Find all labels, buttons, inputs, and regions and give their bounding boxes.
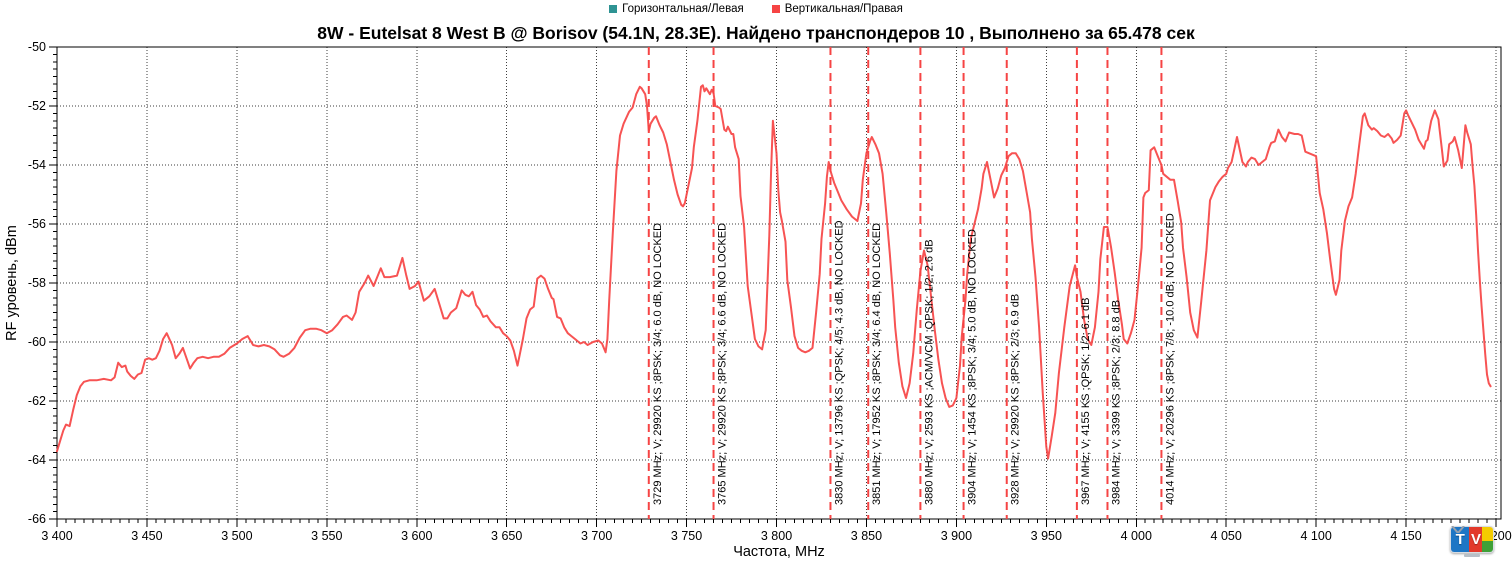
transponder-marker-label: 3984 MHz; V; 3399 KS ;8PSK; 2/3; 8.8 dB <box>1110 300 1122 505</box>
tv-logo-red-block: V <box>1469 527 1483 552</box>
transponder-marker-label: 3928 MHz; V; 29920 KS ;8PSK; 2/3; 6.9 dB <box>1010 294 1022 505</box>
transponder-marker-label: 3830 MHz; V; 13796 KS ;QPSK; 4/5; 4.3 dB… <box>833 220 845 505</box>
x-tick-label: 3 550 <box>311 529 342 543</box>
y-tick-label: -66 <box>28 512 46 526</box>
transponder-marker-label: 3967 MHz; V; 4155 KS ;QPSK; 1/2; 6.1 dB <box>1080 298 1092 506</box>
y-tick-label: -58 <box>28 276 46 290</box>
x-tick-label: 3 700 <box>581 529 612 543</box>
spectrum-trace <box>56 84 1492 460</box>
tv-antenna-icon <box>1451 526 1465 533</box>
y-tick-label: -50 <box>28 40 46 54</box>
transponder-marker-label: 3765 MHz; V; 29920 KS ;8PSK; 3/4; 6.6 dB… <box>717 223 729 505</box>
tv-logo-blue-block: T <box>1451 527 1470 552</box>
x-tick-label: 3 950 <box>1031 529 1062 543</box>
tv-logo-body: T V <box>1450 526 1494 553</box>
y-tick-label: -60 <box>28 335 46 349</box>
legend-label-vertical: Вертикальная/Правая <box>784 3 903 15</box>
x-tick-label: 3 400 <box>41 529 72 543</box>
y-tick-label: -56 <box>28 217 46 231</box>
x-tick-label: 4 150 <box>1390 529 1421 543</box>
chart-title: 8W - Eutelsat 8 West B @ Borisov (54.1N,… <box>317 23 1195 43</box>
x-tick-label: 3 800 <box>761 529 792 543</box>
transponder-marker-label: 3851 MHz; V; 17952 KS ;8PSK; 3/4; 6.4 dB… <box>871 223 883 505</box>
transponder-marker-label: 4014 MHz; V; 20296 KS ;8PSK; 7/8; -10.0 … <box>1164 213 1176 505</box>
x-axis-title: Частота, MHz <box>733 544 825 560</box>
x-tick-label: 3 650 <box>491 529 522 543</box>
transponder-marker-label: 3904 MHz; V; 1454 KS ;8PSK; 3/4; 5.0 dB,… <box>967 229 979 505</box>
x-tick-label: 4 000 <box>1121 529 1152 543</box>
x-tick-label: 3 850 <box>851 529 882 543</box>
tv-logo-letter-v: V <box>1470 531 1481 548</box>
legend-label-horizontal: Горизонтальная/Левая <box>622 3 744 15</box>
tv-logo-letter-t: T <box>1455 531 1465 548</box>
y-tick-label: -64 <box>28 453 46 467</box>
tv-logo: T V <box>1449 526 1495 557</box>
legend-item-horizontal[interactable]: Горизонтальная/Левая <box>609 3 744 15</box>
y-tick-label: -52 <box>28 99 46 113</box>
y-tick-label: -62 <box>28 394 46 408</box>
transponder-marker-label: 3880 MHz; V; 2593 KS ;ACM/VCM ;QPSK; 1/2… <box>923 239 935 505</box>
transponder-marker-label: 3729 MHz; V; 29920 KS ;8PSK; 3/4; 6.0 dB… <box>652 223 664 505</box>
plot-area[interactable] <box>57 47 1501 519</box>
x-tick-label: 3 600 <box>401 529 432 543</box>
y-axis-title: RF уровень, dBm <box>4 225 20 341</box>
legend-swatch-vertical-icon <box>771 5 780 13</box>
y-tick-label: -54 <box>28 158 46 172</box>
x-tick-label: 3 500 <box>221 529 252 543</box>
x-tick-label: 3 750 <box>671 529 702 543</box>
x-tick-label: 4 050 <box>1211 529 1242 543</box>
x-tick-label: 3 450 <box>131 529 162 543</box>
legend-swatch-horizontal-icon <box>609 5 618 13</box>
chart-legend: Горизонтальная/Левая Вертикальная/Правая <box>0 3 1512 15</box>
tv-logo-yellow-block <box>1482 527 1493 541</box>
legend-item-vertical[interactable]: Вертикальная/Правая <box>771 3 903 15</box>
tv-logo-green-block <box>1482 541 1493 552</box>
tv-logo-stand <box>1464 554 1480 557</box>
x-tick-label: 4 100 <box>1300 529 1331 543</box>
x-tick-label: 3 900 <box>941 529 972 543</box>
